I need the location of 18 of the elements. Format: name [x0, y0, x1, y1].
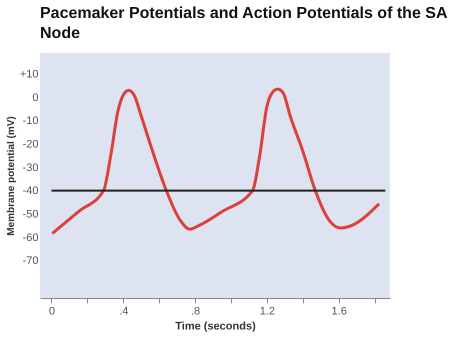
x-tick-label: 1.2 [260, 306, 276, 318]
y-axis-title: Membrane potential (mV) [6, 116, 17, 236]
y-tick-label: 0 [32, 92, 38, 104]
x-axis-title: Time (seconds) [175, 320, 256, 332]
y-tick-label: -50 [22, 208, 38, 220]
x-tick-label: .8 [190, 306, 200, 318]
x-tick-label: .4 [119, 306, 128, 318]
y-tick-label: +10 [20, 68, 38, 80]
y-tick-label: -30 [22, 162, 38, 174]
y-tick-label: -40 [22, 185, 38, 198]
line-series [52, 88, 380, 234]
x-tick-label: 0 [48, 306, 56, 318]
x-tick-label: 1.6 [332, 306, 347, 318]
y-tick-label: -70 [22, 255, 38, 268]
y-tick-label: -10 [22, 115, 38, 128]
y-tick-label: -60 [22, 232, 38, 244]
chart-title: Pacemaker Potentials and Action Potentials of the SA Node [40, 5, 448, 42]
y-tick-label: -20 [22, 138, 38, 150]
